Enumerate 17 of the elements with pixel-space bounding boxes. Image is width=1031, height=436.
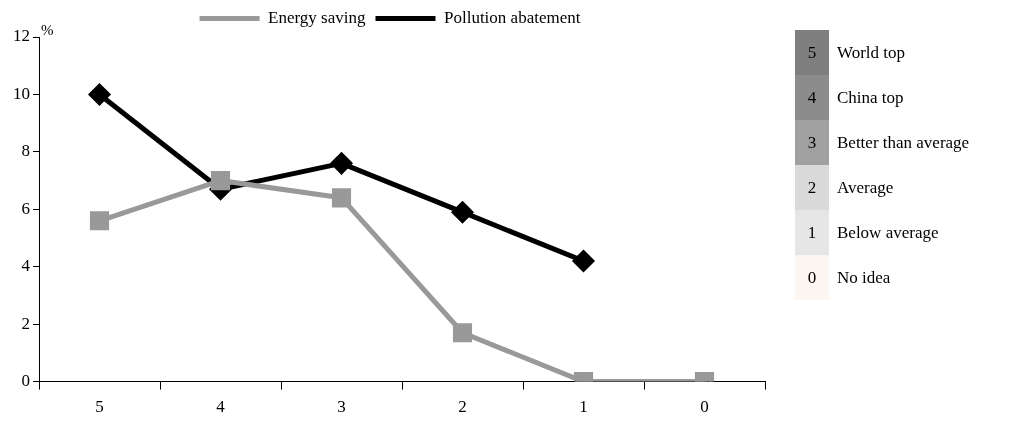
y-tick-label: 2 bbox=[21, 313, 30, 333]
x-tick-label: 4 bbox=[216, 397, 226, 417]
x-tick-label: 2 bbox=[458, 397, 467, 417]
y-tick-label: 12 bbox=[13, 26, 30, 46]
y-tick-label: 4 bbox=[21, 256, 31, 276]
legend-label: Pollution abatement bbox=[443, 7, 581, 27]
x-tick-label: 1 bbox=[579, 397, 588, 417]
y-tick-label: 6 bbox=[21, 198, 30, 218]
legend-label: Energy saving bbox=[268, 7, 366, 27]
y-axis-title: % bbox=[41, 22, 54, 39]
y-tick-label: 8 bbox=[21, 141, 30, 161]
x-tick-label: 3 bbox=[337, 397, 346, 417]
rating-key: 5 World top 4 China top 3 Better than average 2 Average 1 Below average 0 No idea bbox=[795, 30, 1025, 300]
y-tick-label: 0 bbox=[21, 371, 30, 391]
x-tick-label: 0 bbox=[700, 397, 709, 417]
x-tick-label: 5 bbox=[95, 397, 104, 417]
y-tick-label: 10 bbox=[13, 83, 30, 103]
